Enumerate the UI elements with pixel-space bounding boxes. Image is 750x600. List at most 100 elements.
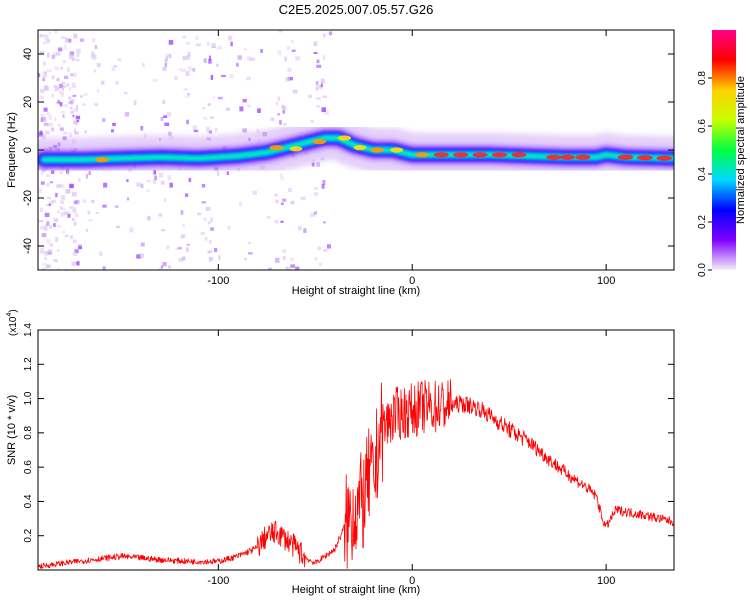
noise-speckle	[40, 252, 45, 255]
noise-speckle	[44, 257, 48, 260]
noise-speckle	[207, 41, 210, 46]
noise-speckle	[59, 127, 64, 131]
noise-speckle	[71, 261, 76, 267]
noise-speckle	[169, 53, 172, 58]
noise-speckle	[300, 196, 306, 200]
noise-speckle	[314, 257, 318, 261]
noise-speckle	[316, 59, 320, 64]
colorbar-tick-label: 0.4	[697, 167, 708, 181]
noise-speckle	[46, 221, 50, 226]
noise-speckle	[203, 58, 207, 63]
noise-speckle	[316, 105, 320, 108]
noise-speckle	[112, 122, 116, 127]
spectrogram-panel: -100 0 100 -40 -20 0 20 40 Height of straight l…	[6, 29, 675, 297]
noise-speckle	[44, 40, 50, 44]
noise-speckle	[45, 130, 50, 135]
noise-speckle	[44, 122, 48, 126]
noise-speckle	[46, 38, 50, 42]
noise-speckle	[40, 117, 43, 122]
noise-speckle	[96, 88, 100, 93]
noise-speckle	[282, 198, 287, 202]
noise-speckle	[72, 114, 75, 118]
noise-speckle	[44, 224, 47, 228]
noise-speckle	[209, 239, 213, 244]
snr-scale-exponent: 4	[6, 313, 13, 317]
noise-speckle	[79, 38, 85, 42]
noise-speckle	[250, 57, 255, 61]
spectral-hotspot	[637, 155, 653, 161]
noise-speckle	[314, 187, 318, 190]
noise-speckle	[61, 86, 64, 91]
noise-speckle	[166, 112, 172, 117]
noise-speckle	[208, 130, 212, 134]
noise-speckle	[76, 120, 80, 122]
noise-speckle	[114, 205, 119, 208]
noise-speckle	[90, 51, 95, 57]
noise-speckle	[208, 256, 214, 260]
noise-speckle	[70, 73, 74, 76]
noise-speckle	[116, 225, 121, 229]
noise-speckle	[313, 41, 318, 46]
noise-speckle	[277, 113, 280, 116]
noise-speckle	[201, 184, 206, 188]
noise-speckle	[51, 94, 54, 98]
noise-speckle	[140, 126, 144, 131]
noise-speckle	[73, 33, 78, 39]
noise-speckle	[72, 239, 77, 244]
noise-speckle	[182, 256, 186, 261]
noise-speckle	[43, 107, 48, 112]
noise-speckle	[94, 44, 98, 49]
noise-speckle	[73, 108, 79, 113]
spectral-hotspot	[453, 152, 469, 158]
snr-axes: -100 0 100 0.2 0.4 0.6 0.8 1.0 1.2 1.4	[23, 323, 674, 587]
noise-speckle	[53, 85, 58, 88]
noise-speckle	[41, 267, 47, 270]
noise-speckle	[69, 100, 74, 104]
noise-speckle	[153, 179, 156, 184]
spectrogram-ytick-label: 0	[22, 147, 34, 153]
noise-speckle	[274, 220, 278, 224]
noise-speckle	[257, 108, 261, 113]
noise-speckle	[225, 107, 230, 111]
noise-speckle	[247, 56, 252, 61]
noise-speckle	[277, 50, 282, 56]
noise-speckle	[158, 213, 163, 217]
noise-speckle	[58, 123, 61, 127]
noise-speckle	[68, 38, 72, 43]
spectrogram-axes: -100 0 100 -40 -20 0 20 40	[22, 30, 674, 287]
noise-speckle	[56, 78, 60, 82]
snr-series-line	[38, 379, 674, 570]
colorbar-ticks: 0.0 0.2 0.4 0.6 0.8	[697, 71, 712, 277]
noise-speckle	[244, 48, 247, 52]
noise-speckle	[282, 256, 286, 260]
noise-speckle	[175, 247, 180, 250]
noise-speckle	[316, 64, 322, 68]
noise-speckle	[72, 252, 78, 256]
noise-speckle	[43, 61, 46, 66]
noise-speckle	[164, 59, 168, 63]
noise-speckle	[76, 104, 79, 110]
noise-speckle	[46, 183, 50, 186]
noise-speckle	[40, 95, 44, 100]
noise-speckle	[165, 53, 171, 58]
noise-speckle	[43, 123, 49, 127]
noise-speckle	[168, 39, 174, 45]
noise-speckle	[41, 233, 47, 238]
noise-speckle	[39, 88, 43, 92]
colorbar-label: Normalized spectral amplitude	[735, 76, 747, 224]
noise-speckle	[59, 206, 63, 210]
noise-speckle	[322, 55, 326, 60]
noise-speckle	[47, 249, 53, 254]
noise-speckle	[174, 76, 178, 81]
noise-speckle	[117, 58, 122, 61]
noise-speckle	[292, 89, 298, 94]
noise-speckle	[289, 257, 294, 262]
spectrogram-ytick-label: -40	[22, 238, 34, 254]
noise-speckle	[42, 78, 45, 81]
noise-speckle	[244, 257, 247, 261]
noise-speckle	[322, 179, 326, 185]
noise-speckle	[69, 235, 73, 240]
noise-speckle	[68, 206, 74, 209]
noise-speckle	[55, 237, 59, 243]
noise-speckle	[85, 229, 89, 232]
